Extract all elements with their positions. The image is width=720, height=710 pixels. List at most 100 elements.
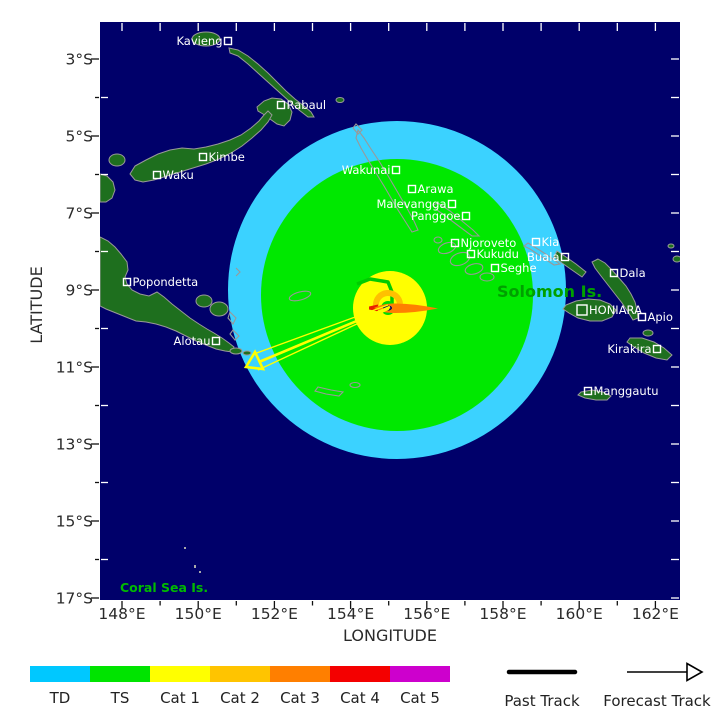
city-label: Kirakira [607,342,651,356]
city-label: Seghe [501,261,537,275]
city-marker [122,277,132,287]
x-tick-label: 158°E [479,605,526,623]
y-tick-label: 13°S [56,436,93,454]
city-marker [490,263,500,273]
city-label: Malevangga [376,197,446,211]
city-label: Kavieng [176,34,222,48]
island-tail-2 [242,350,252,356]
outline-shortland [433,236,443,244]
city-marker [461,211,471,221]
city-marker [276,100,286,110]
city-marker [466,249,476,259]
island-tail-1 [229,347,243,355]
legend-label-cat-1: Cat 1 [160,689,200,707]
inner-ticks [101,23,679,599]
y-tick-label: 11°S [56,359,93,377]
city-kimbe: Kimbe [198,150,245,164]
city-label: Kukudu [477,247,519,261]
island-west-of-new-britain [108,153,126,167]
city-label: Rabaul [287,98,327,112]
city-panggoe: Panggoe [411,209,471,223]
city-marker [211,336,221,346]
outline-trobriand-1 [227,310,237,325]
city-marker [531,237,541,247]
city-marker [583,386,593,396]
city-label: Manggautu [594,384,659,398]
city-marker [637,312,647,322]
city-wakunai: Wakunai [342,163,401,177]
city-markers: Kavieng Rabaul Kimbe Waku Popondetta Alotau Wa… [122,34,673,398]
city-popondetta: Popondetta [122,275,198,289]
forecast-arrowhead [243,349,266,371]
legend-label-td: TD [49,689,71,707]
outline-reef-west [288,290,312,302]
city-label: Apio [648,310,673,324]
city-label: Alotau [174,334,211,348]
legend-swatch-cat-3 [270,666,330,682]
outline-choiseul [432,202,481,237]
y-tick-label: 17°S [56,590,93,608]
x-tick-label: 150°E [175,605,222,623]
x-tick-label: 156°E [403,605,450,623]
forecast-cone-edge-north [253,304,389,355]
region-labels: Solomon Is. Coral Sea Is. [120,282,602,595]
city-apio: Apio [637,310,673,324]
city-marker [652,344,662,354]
city-marker [450,238,460,248]
outline-reef-tiny [235,267,241,277]
city-buala: Buala [527,250,570,264]
island-new-britain [129,110,273,183]
outline-new-georgia-3 [464,263,484,275]
city-marker [152,170,162,180]
city-label: Kimbe [209,150,245,164]
legend-label-cat-2: Cat 2 [220,689,260,707]
city-label: Panggoe [411,209,460,223]
coastline-outlines [227,123,562,397]
y-tick-label: 9°S [66,282,93,300]
region-label: Coral Sea Is. [120,580,208,595]
island-rennell [577,389,612,401]
coral-sea-specks [184,547,201,573]
outer-ticks [91,58,657,609]
legend-label-cat-3: Cat 3 [280,689,320,707]
legend-swatch-ts [90,666,150,682]
y-axis-title: LATITUDE [27,266,46,343]
outline-reef-southwest-2 [349,381,361,389]
legend-swatch-cat-5 [390,666,450,682]
past-track-legend-label: Past Track [504,692,580,710]
island-new-ireland [228,47,315,118]
city-marker [609,268,619,278]
city-label: Kia [542,235,560,249]
legend-category-labels: TD TS Cat 1 Cat 2 Cat 3 Cat 4 Cat 5 [49,689,440,707]
tick-labels: 148°E 150°E 152°E 154°E 156°E 158°E 160°E 162°E… [56,51,679,624]
city-alotau: Alotau [174,334,221,348]
island-right-edge-1 [672,255,680,263]
city-kia: Kia [531,235,560,249]
y-tick-label: 15°S [56,513,93,531]
outline-trobriand-2 [229,329,240,341]
island-ulawa [642,329,654,337]
city-waku: Waku [152,168,194,182]
city-marker [447,199,457,209]
storm-center-group [243,277,438,371]
city-label: Wakunai [342,163,391,177]
legend-swatch-td [30,666,90,682]
legend-color-bar [30,666,450,682]
island-gazelle-peninsula [256,97,293,127]
x-tick-label: 152°E [251,605,298,623]
forecast-cone-edge-south [257,308,390,371]
outline-reef-southwest-1 [314,386,345,397]
island-guadalcanal [562,298,617,322]
city-malevangga: Malevangga [376,197,457,211]
city-manggautu: Manggautu [583,384,659,398]
island-tiny-northeast [335,97,345,103]
landmasses [100,31,680,401]
island-edge-peninsula [100,173,116,203]
city-marker [198,152,208,162]
x-tick-label: 154°E [327,605,374,623]
island-dentrecasteaux-1 [195,294,213,308]
x-axis-title: LONGITUDE [343,626,437,645]
x-tick-label: 162°E [632,605,679,623]
x-tick-label: 148°E [98,605,145,623]
